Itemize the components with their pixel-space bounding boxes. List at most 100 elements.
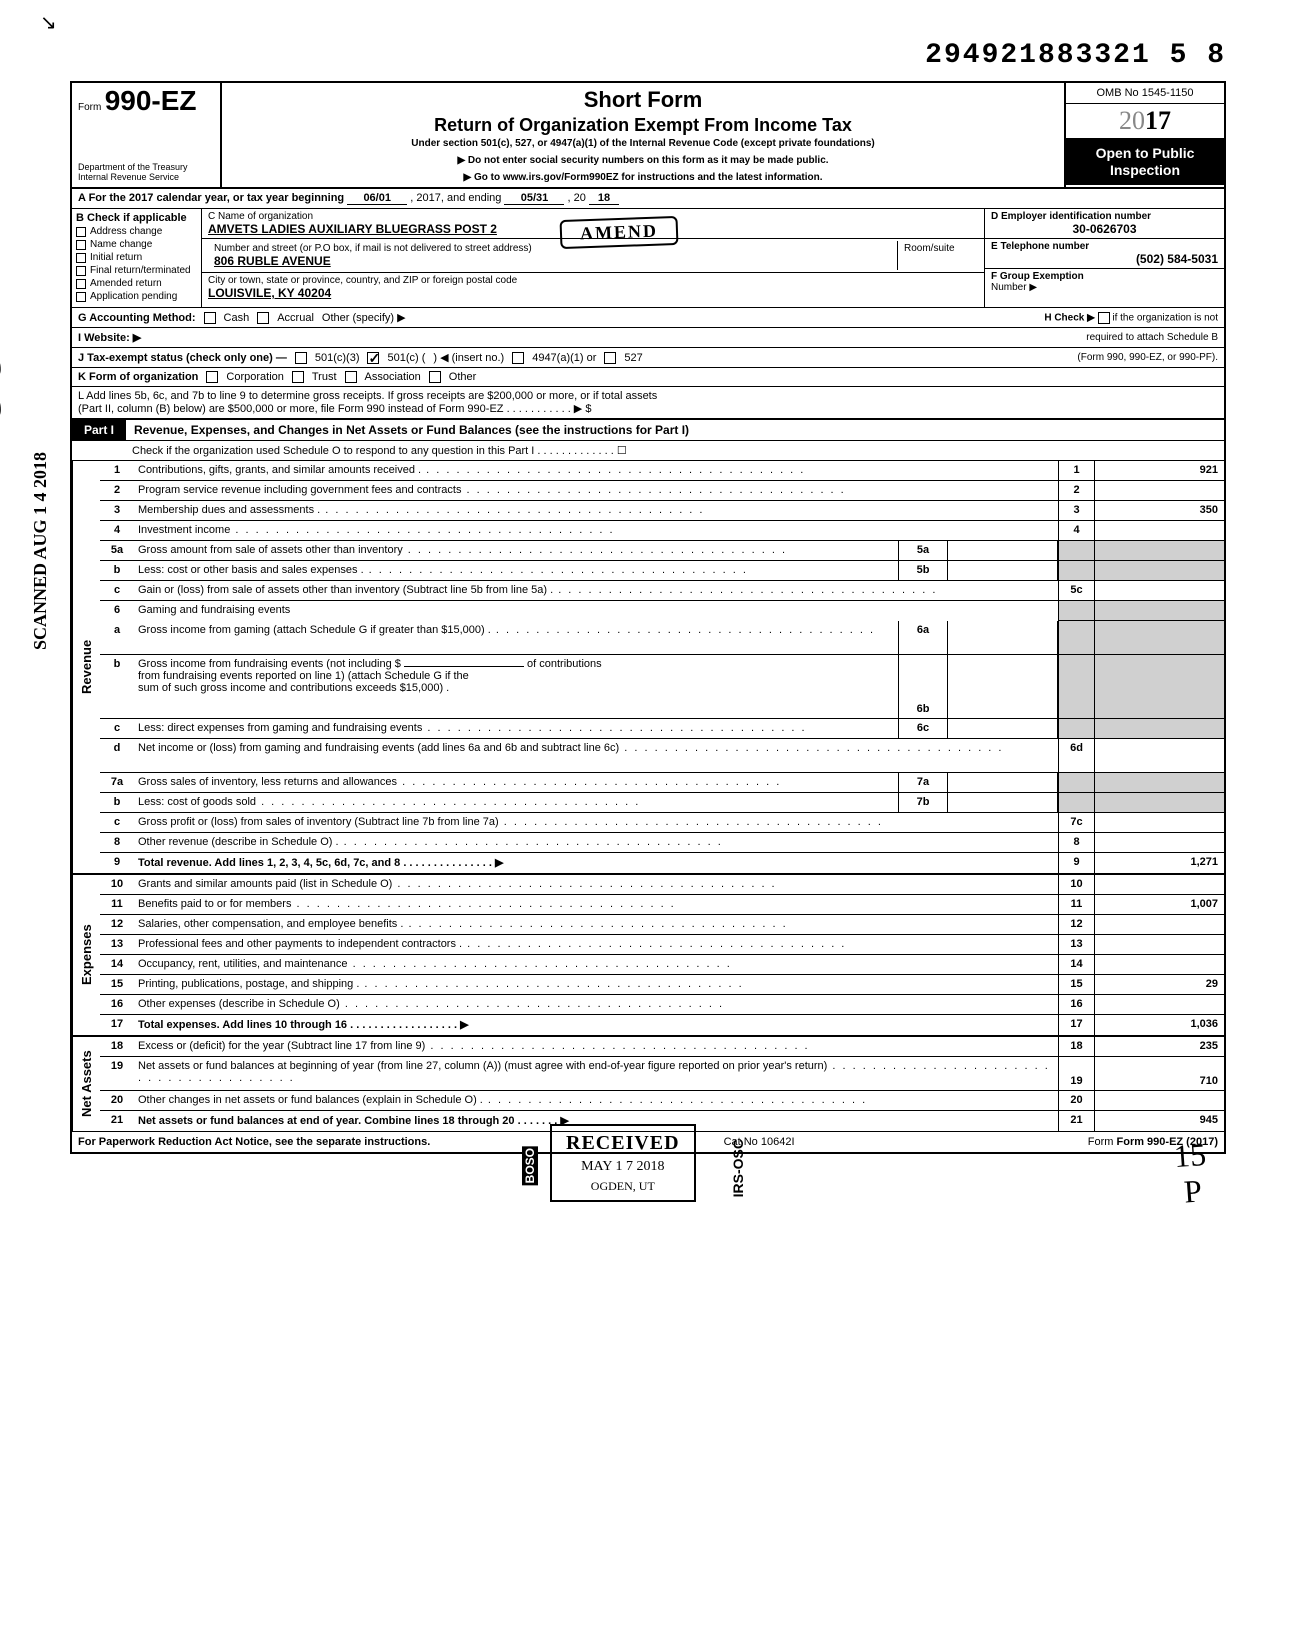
r16: 16 (1058, 995, 1094, 1014)
lbl-name-change: Name change (90, 239, 152, 250)
mv5b (948, 561, 1058, 580)
n7b: b (100, 793, 134, 812)
cb-final-return[interactable] (76, 266, 86, 276)
v21: 945 (1094, 1111, 1224, 1131)
d7c: Gross profit or (loss) from sales of inv… (134, 813, 1058, 832)
col-b-header: B Check if applicable (76, 212, 197, 224)
g-label: G Accounting Method: (78, 312, 196, 324)
addr-label: Number and street (or P.O box, if mail i… (214, 243, 891, 254)
v10 (1094, 875, 1224, 894)
d2: Program service revenue including govern… (134, 481, 1058, 500)
netassets-label: Net Assets (72, 1037, 100, 1131)
cb-h[interactable] (1098, 312, 1110, 324)
vs6a (1094, 621, 1224, 654)
r14: 14 (1058, 955, 1094, 974)
cb-cash[interactable] (204, 312, 216, 324)
h-text4: (Form 990, 990-EZ, or 990-PF). (1077, 352, 1218, 363)
rs6b (1058, 655, 1094, 718)
d12: Salaries, other compensation, and employ… (134, 915, 1058, 934)
m6a: 6a (898, 621, 948, 654)
r20: 20 (1058, 1091, 1094, 1110)
cb-initial-return[interactable] (76, 253, 86, 263)
row-a-label: A For the 2017 calendar year, or tax yea… (78, 192, 344, 204)
cb-accrual[interactable] (257, 312, 269, 324)
d6: Gaming and fundraising events (134, 601, 1058, 621)
subtitle: Under section 501(c), 527, or 4947(a)(1)… (228, 138, 1058, 149)
v4 (1094, 521, 1224, 540)
n21: 21 (100, 1111, 134, 1131)
l-line2: (Part II, column (B) below) are $500,000… (78, 402, 1218, 415)
footer-mid: Cat No 10642I (724, 1136, 795, 1148)
cb-trust[interactable] (292, 371, 304, 383)
n19: 19 (100, 1057, 134, 1090)
n13: 13 (100, 935, 134, 954)
rs5a (1058, 541, 1094, 560)
cb-name-change[interactable] (76, 240, 86, 250)
r10: 10 (1058, 875, 1094, 894)
cb-4947[interactable] (512, 352, 524, 364)
row-a-begin: 06/01 (347, 192, 407, 205)
r18: 18 (1058, 1037, 1094, 1056)
v16 (1094, 995, 1224, 1014)
d6b: Gross income from fundraising events (no… (134, 655, 898, 718)
cb-other-org[interactable] (429, 371, 441, 383)
lbl-final-return: Final return/terminated (90, 265, 191, 276)
received-date: MAY 1 7 2018 (566, 1159, 680, 1175)
lbl-insert: ) ◀ (insert no.) (433, 351, 504, 364)
n5c: c (100, 581, 134, 600)
d19: Net assets or fund balances at beginning… (134, 1057, 1058, 1090)
r15: 15 (1058, 975, 1094, 994)
v14 (1094, 955, 1224, 974)
r3: 3 (1058, 501, 1094, 520)
v17: 1,036 (1094, 1015, 1224, 1035)
cb-501c3[interactable] (295, 352, 307, 364)
lbl-application-pending: Application pending (90, 291, 177, 302)
r4: 4 (1058, 521, 1094, 540)
cb-assoc[interactable] (345, 371, 357, 383)
n18: 18 (100, 1037, 134, 1056)
dln-number: 294921883321 5 8 (70, 40, 1226, 71)
rs6 (1058, 601, 1094, 621)
r9: 9 (1058, 853, 1094, 873)
vs5b (1094, 561, 1224, 580)
d20: Other changes in net assets or fund bala… (134, 1091, 1058, 1110)
m7b: 7b (898, 793, 948, 812)
cb-corp[interactable] (206, 371, 218, 383)
n3: 3 (100, 501, 134, 520)
handwritten-00: 00 (0, 389, 3, 428)
r1: 1 (1058, 461, 1094, 480)
d21: Net assets or fund balances at end of ye… (134, 1111, 1058, 1131)
lbl-other-org: Other (449, 371, 477, 383)
lbl-accrual: Accrual (277, 312, 314, 324)
cb-527[interactable] (604, 352, 616, 364)
row-a-mid: , 2017, and ending (410, 192, 501, 204)
lbl-4947: 4947(a)(1) or (532, 352, 596, 364)
lbl-501c: 501(c) ( (387, 352, 425, 364)
v1: 921 (1094, 461, 1224, 480)
cb-501c[interactable] (367, 352, 379, 364)
d13: Professional fees and other payments to … (134, 935, 1058, 954)
mv5a (948, 541, 1058, 560)
part1-check: Check if the organization used Schedule … (72, 441, 1224, 461)
n20: 20 (100, 1091, 134, 1110)
n1: 1 (100, 461, 134, 480)
h-text2: if the organization is not (1112, 312, 1218, 323)
n5a: 5a (100, 541, 134, 560)
title-return: Return of Organization Exempt From Incom… (228, 115, 1058, 136)
m6c: 6c (898, 719, 948, 738)
form-prefix: Form (78, 102, 101, 113)
lbl-amended-return: Amended return (90, 278, 162, 289)
omb-number: OMB No 1545-1150 (1066, 83, 1224, 104)
cb-application-pending[interactable] (76, 292, 86, 302)
n11: 11 (100, 895, 134, 914)
e-phone: (502) 584-5031 (991, 252, 1218, 266)
v13 (1094, 935, 1224, 954)
lbl-initial-return: Initial return (90, 252, 142, 263)
part1-title: Revenue, Expenses, and Changes in Net As… (126, 420, 1224, 440)
cb-amended-return[interactable] (76, 279, 86, 289)
n4: 4 (100, 521, 134, 540)
e-label: E Telephone number (991, 241, 1218, 252)
year-d1: 2 (1119, 106, 1132, 135)
cb-address-change[interactable] (76, 227, 86, 237)
footer-right: Form Form 990-EZ (2017) (1088, 1136, 1218, 1148)
